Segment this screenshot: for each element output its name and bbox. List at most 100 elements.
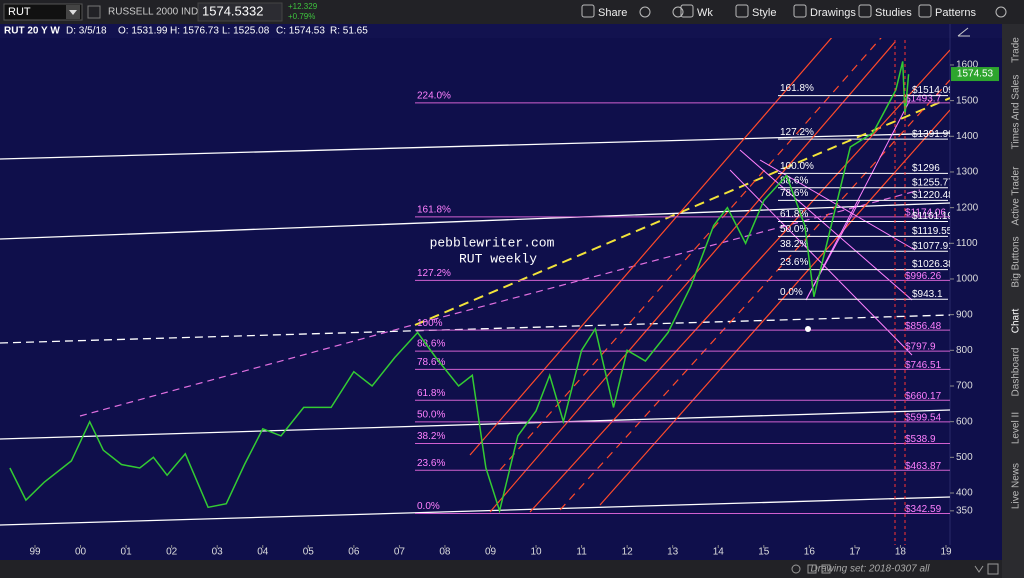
toolbar-button-label[interactable]: Studies bbox=[875, 7, 912, 19]
chart-background bbox=[0, 24, 1002, 560]
fib-pct: 0.0% bbox=[780, 287, 803, 298]
toolbar-icon[interactable] bbox=[995, 6, 1007, 18]
x-tick-label: 16 bbox=[804, 547, 816, 558]
toolbar-button[interactable] bbox=[858, 4, 872, 18]
y-tick-label: 600 bbox=[956, 416, 973, 427]
fib-price: $943.1 bbox=[912, 289, 943, 300]
fib-pct: 0.0% bbox=[417, 501, 440, 512]
side-tab[interactable]: Trade bbox=[1011, 37, 1022, 63]
fib-pct: 78.6% bbox=[780, 188, 808, 199]
x-tick-label: 04 bbox=[257, 547, 269, 558]
fib-price: $1493.7 bbox=[905, 94, 942, 105]
side-tab[interactable]: Chart bbox=[1011, 309, 1022, 334]
fib-price: $856.48 bbox=[905, 321, 942, 332]
side-tab[interactable]: Big Buttons bbox=[1011, 236, 1022, 287]
current-price: 1574.53 bbox=[957, 69, 994, 80]
fib-price: $538.9 bbox=[905, 434, 936, 445]
header-field: R: 51.65 bbox=[330, 26, 368, 37]
fib-price: $746.51 bbox=[905, 360, 942, 371]
toolbar-button[interactable] bbox=[581, 4, 595, 18]
y-tick-label: 800 bbox=[956, 345, 973, 356]
x-tick-label: 12 bbox=[622, 547, 634, 558]
last-box bbox=[197, 2, 283, 22]
red-channel bbox=[469, 38, 950, 513]
status-bar bbox=[0, 560, 1002, 578]
change-pct: +0.79% bbox=[288, 12, 315, 21]
axis-tool[interactable] bbox=[957, 27, 970, 37]
header-field: O: 1531.99 bbox=[118, 26, 168, 37]
status-icons bbox=[791, 563, 999, 575]
trendline-yellow bbox=[414, 97, 950, 326]
fib-pct: 161.8% bbox=[780, 83, 814, 94]
chart-header-fields: RUT 20 Y W D: 3/5/18 O: 1531.99 H: 1576.73 L… bbox=[4, 26, 368, 37]
toolbar-button[interactable] bbox=[680, 4, 694, 18]
toolbar-button-label[interactable]: Patterns bbox=[935, 7, 976, 19]
fib-pct: 50.0% bbox=[780, 224, 808, 235]
fib-pct: 100.0% bbox=[780, 161, 814, 172]
x-tick-label: 11 bbox=[576, 547, 587, 558]
header-field: H: 1576.73 bbox=[170, 26, 219, 37]
x-tick-label: 05 bbox=[303, 547, 315, 558]
side-tab[interactable]: Active Trader bbox=[1011, 166, 1022, 226]
x-tick-label: 19 bbox=[940, 547, 952, 558]
toolbar-button[interactable] bbox=[793, 4, 807, 18]
fib-pct: 100% bbox=[417, 318, 443, 329]
toolbar-button[interactable] bbox=[735, 4, 749, 18]
fib-pct: 23.6% bbox=[417, 458, 445, 469]
x-tick-label: 00 bbox=[75, 547, 87, 558]
toolbar-icon[interactable] bbox=[672, 6, 684, 18]
toolbar bbox=[0, 0, 1024, 24]
price-axis: 350 400 500 600 700 800 900 1000 1100 1200 1300 140… bbox=[950, 60, 999, 516]
fib-price: $996.26 bbox=[905, 271, 942, 282]
fib-pct: 78.6% bbox=[417, 357, 445, 368]
fib-price: $1514.09 bbox=[912, 85, 954, 96]
x-tick-label: 01 bbox=[121, 547, 133, 558]
annotation: pebblewriter.com bbox=[430, 235, 555, 250]
trendline bbox=[0, 202, 950, 240]
change: +12.329 bbox=[288, 2, 318, 11]
symbol-box[interactable] bbox=[3, 3, 83, 21]
marker-dot bbox=[805, 326, 811, 332]
fib-price: $1026.38 bbox=[912, 259, 954, 270]
y-tick-label: 900 bbox=[956, 309, 973, 320]
y-tick-label: 500 bbox=[956, 452, 973, 463]
fib-pct: 23.6% bbox=[780, 257, 808, 268]
fib-pct: 88.6% bbox=[780, 175, 808, 186]
price-line bbox=[9, 61, 910, 514]
side-panel bbox=[1002, 24, 1024, 578]
fib-pct: 61.8% bbox=[780, 209, 808, 220]
y-tick-label: 1200 bbox=[956, 202, 979, 213]
side-tab[interactable]: Times And Sales bbox=[1011, 75, 1022, 150]
toolbar-button[interactable] bbox=[918, 4, 932, 18]
fib-pct: 224.0% bbox=[417, 91, 451, 102]
symbol: RUT bbox=[8, 6, 31, 18]
header-field: C: 1574.53 bbox=[276, 26, 325, 37]
side-tab[interactable]: Level II bbox=[1011, 412, 1022, 444]
fib-price: $1255.77 bbox=[912, 177, 954, 188]
fib-pct: 161.8% bbox=[417, 205, 451, 216]
drawing-set[interactable]: Drawing set: 2018-0307 all bbox=[811, 564, 931, 575]
side-tab[interactable]: Dashboard bbox=[1011, 348, 1022, 397]
toolbar-button-label[interactable]: Share bbox=[598, 7, 627, 19]
chart-header bbox=[0, 24, 1002, 38]
link-icon[interactable] bbox=[87, 5, 101, 19]
x-tick-label: 14 bbox=[713, 547, 725, 558]
time-axis: 99 00 01 02 03 04 05 06 07 08 09 10 11 12 13 14 15 16 17 18… bbox=[29, 545, 952, 558]
fib-price: $1119.55 bbox=[912, 226, 953, 237]
toolbar-icon[interactable] bbox=[639, 6, 651, 18]
toolbar-button-label[interactable]: Style bbox=[752, 7, 776, 19]
fib-price: $660.17 bbox=[905, 391, 942, 402]
fib-price: $1296 bbox=[912, 163, 940, 174]
x-tick-label: 02 bbox=[166, 547, 178, 558]
fib-pct: 50.0% bbox=[417, 409, 445, 420]
side-tab[interactable]: Live News bbox=[1011, 463, 1022, 509]
toolbar-button-label[interactable]: Wk bbox=[697, 7, 713, 19]
x-tick-label: 15 bbox=[758, 547, 770, 558]
trendline bbox=[0, 409, 950, 440]
fib-pct: 38.2% bbox=[780, 239, 808, 250]
x-tick-label: 09 bbox=[485, 547, 497, 558]
x-tick-label: 99 bbox=[29, 547, 41, 558]
y-tick-label: 400 bbox=[956, 488, 973, 499]
toolbar-button-label[interactable]: Drawings bbox=[810, 7, 856, 19]
fib-pct: 38.2% bbox=[417, 431, 445, 442]
